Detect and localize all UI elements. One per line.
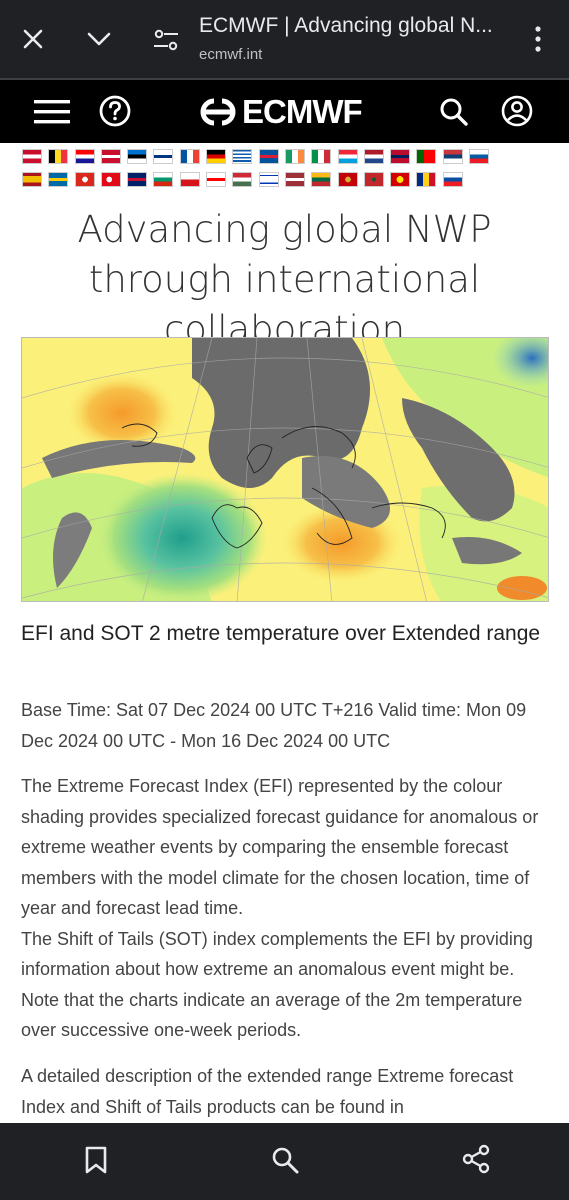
chevron-down-icon[interactable]: [84, 24, 114, 54]
flag-rs-icon[interactable]: [442, 149, 463, 164]
flag-nl-icon[interactable]: [363, 149, 384, 164]
sot-paragraph: The Shift of Tails (SOT) index complemen…: [21, 928, 533, 1041]
flag-hu-icon[interactable]: [232, 172, 253, 187]
flag-gb-icon[interactable]: [127, 172, 148, 187]
flag-se-icon[interactable]: [48, 172, 69, 187]
chart-title: EFI and SOT 2 metre temperature over Ext…: [21, 622, 541, 645]
flag-row: [22, 149, 552, 164]
find-in-page-icon[interactable]: [270, 1145, 300, 1175]
flag-il-icon[interactable]: [258, 172, 279, 187]
ecmwf-logo-mark-icon: [200, 98, 236, 126]
account-icon[interactable]: [500, 94, 534, 128]
flag-fr-icon[interactable]: [179, 149, 200, 164]
flag-ie-icon[interactable]: [284, 149, 305, 164]
efi-map: [22, 338, 548, 601]
site-header: ECMWF: [0, 80, 569, 143]
menu-icon[interactable]: [34, 97, 70, 127]
flag-it-icon[interactable]: [311, 149, 332, 164]
flag-ee-icon[interactable]: [127, 149, 148, 164]
description-link-paragraph: A detailed description of the extended r…: [21, 1066, 514, 1117]
flag-fi-icon[interactable]: [153, 149, 174, 164]
bookmark-icon[interactable]: [84, 1145, 108, 1175]
ecmwf-logo[interactable]: ECMWF: [198, 92, 363, 132]
efi-paragraph: The Extreme Forecast Index (EFI) represe…: [21, 776, 539, 918]
flag-me-icon[interactable]: [337, 172, 358, 187]
page-headline: Advancing global NWP through internation…: [77, 208, 492, 351]
efi-map-image[interactable]: [21, 337, 549, 602]
help-icon[interactable]: [98, 94, 132, 128]
share-icon[interactable]: [460, 1143, 492, 1175]
flag-pt-icon[interactable]: [416, 149, 437, 164]
flag-ro-icon[interactable]: [416, 172, 437, 187]
flag-gr-icon[interactable]: [232, 149, 253, 164]
flag-es-icon[interactable]: [22, 172, 42, 187]
flag-row: [22, 172, 552, 187]
flag-at-icon[interactable]: [22, 149, 42, 164]
flag-hr-icon[interactable]: [74, 149, 95, 164]
browser-toolbar: ECMWF | Advancing global N... ecmwf.int: [0, 0, 569, 78]
flag-ge-icon[interactable]: [206, 172, 227, 187]
flag-bg-icon[interactable]: [153, 172, 174, 187]
flag-lu-icon[interactable]: [337, 149, 358, 164]
search-icon[interactable]: [438, 96, 470, 128]
flag-lv-icon[interactable]: [284, 172, 305, 187]
url-text[interactable]: ecmwf.int: [199, 46, 263, 63]
tab-title: ECMWF | Advancing global N...: [199, 14, 493, 37]
logo-text: ECMWF: [242, 93, 363, 130]
flag-mk-icon[interactable]: [390, 172, 411, 187]
flag-dk-icon[interactable]: [100, 149, 121, 164]
flag-sk-icon[interactable]: [442, 172, 463, 187]
flag-tr-icon[interactable]: [100, 172, 121, 187]
close-icon[interactable]: [18, 24, 48, 54]
flag-de-icon[interactable]: [206, 149, 227, 164]
more-vert-icon[interactable]: [526, 22, 550, 56]
flag-be-icon[interactable]: [48, 149, 69, 164]
toolbar-divider: [0, 78, 569, 80]
flag-cz-icon[interactable]: [179, 172, 200, 187]
flag-no-icon[interactable]: [390, 149, 411, 164]
flag-lt-icon[interactable]: [311, 172, 332, 187]
language-flags: [22, 149, 552, 195]
flag-ch-icon[interactable]: [74, 172, 95, 187]
bottom-toolbar: [0, 1123, 569, 1200]
efi-description: The Extreme Forecast Index (EFI) represe…: [21, 771, 549, 1046]
flag-is-icon[interactable]: [258, 149, 279, 164]
flag-si-icon[interactable]: [469, 149, 490, 164]
base-time-text: Base Time: Sat 07 Dec 2024 00 UTC T+216 …: [21, 700, 527, 751]
site-settings-icon[interactable]: [150, 24, 182, 56]
flag-ma-icon[interactable]: [363, 172, 384, 187]
